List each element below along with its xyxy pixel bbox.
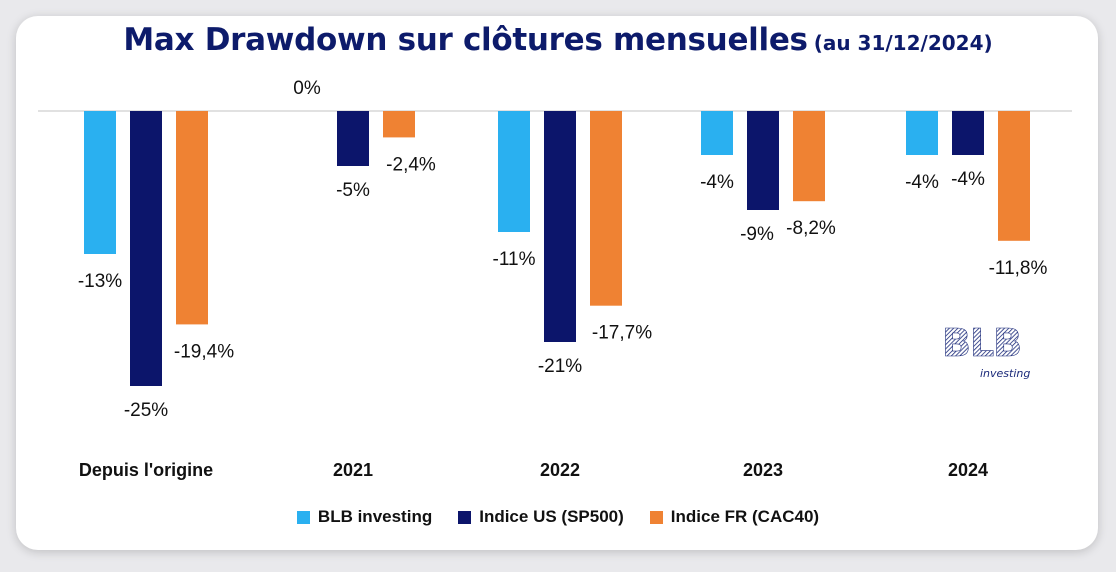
value-label-3-5: -11,8% (989, 258, 1048, 279)
value-label-1-1: -13% (78, 271, 122, 292)
legend-item-3: Indice FR (CAC40) (649, 507, 820, 527)
bar-1-1 (84, 111, 116, 254)
bar-3-3 (590, 111, 622, 306)
chart-legend: BLB investing Indice US (SP500) Indice FR … (0, 507, 1116, 527)
legend-item-1: BLB investing (296, 507, 433, 527)
legend-label-1: BLB investing (317, 507, 433, 526)
legend-label-2: Indice US (SP500) (479, 507, 624, 526)
category-label-3: 2022 (540, 460, 580, 480)
chart-title: Max Drawdown sur clôtures mensuelles (au … (0, 22, 1116, 58)
bar-3-2 (383, 111, 415, 138)
bar-3-5 (998, 111, 1030, 241)
legend-swatch-3 (649, 510, 663, 524)
bar-1-4 (701, 111, 733, 155)
legend-swatch-2 (458, 510, 472, 524)
chart-title-main: Max Drawdown sur clôtures mensuelles (123, 22, 808, 58)
blb-investing-logo: BLB investing (942, 321, 1031, 380)
bar-3-1 (176, 111, 208, 325)
legend-swatch-1 (296, 510, 310, 524)
value-label-2-5: -4% (951, 169, 985, 190)
value-label-1-2: 0% (293, 78, 321, 99)
value-label-3-3: -17,7% (592, 323, 652, 344)
category-label-5: 2024 (948, 460, 988, 480)
chart-subtitle: (au 31/12/2024) (813, 31, 993, 55)
value-label-2-1: -25% (124, 400, 168, 421)
value-label-1-4: -4% (700, 172, 734, 193)
value-label-3-1: -19,4% (174, 341, 234, 362)
category-label-1: Depuis l'origine (79, 460, 213, 480)
legend-item-2: Indice US (SP500) (458, 507, 624, 527)
value-label-2-2: -5% (336, 180, 370, 201)
value-label-1-3: -11% (493, 249, 536, 270)
value-label-3-4: -8,2% (786, 218, 836, 239)
bar-2-4 (747, 111, 779, 210)
bar-2-2 (337, 111, 369, 166)
bar-1-3 (498, 111, 530, 232)
category-label-2: 2021 (333, 460, 373, 480)
category-label-4: 2023 (743, 460, 783, 480)
logo-tagline: investing (980, 367, 1030, 380)
legend-label-3: Indice FR (CAC40) (670, 507, 820, 526)
value-label-1-5: -4% (905, 172, 939, 193)
bar-2-3 (544, 111, 576, 342)
logo-wordmark: BLB (942, 321, 1021, 365)
value-label-2-4: -9% (740, 224, 774, 245)
bar-1-5 (906, 111, 938, 155)
value-label-2-3: -21% (538, 356, 582, 377)
bar-2-1 (130, 111, 162, 386)
bar-2-5 (952, 111, 984, 155)
bar-3-4 (793, 111, 825, 202)
value-label-3-2: -2,4% (386, 154, 436, 175)
